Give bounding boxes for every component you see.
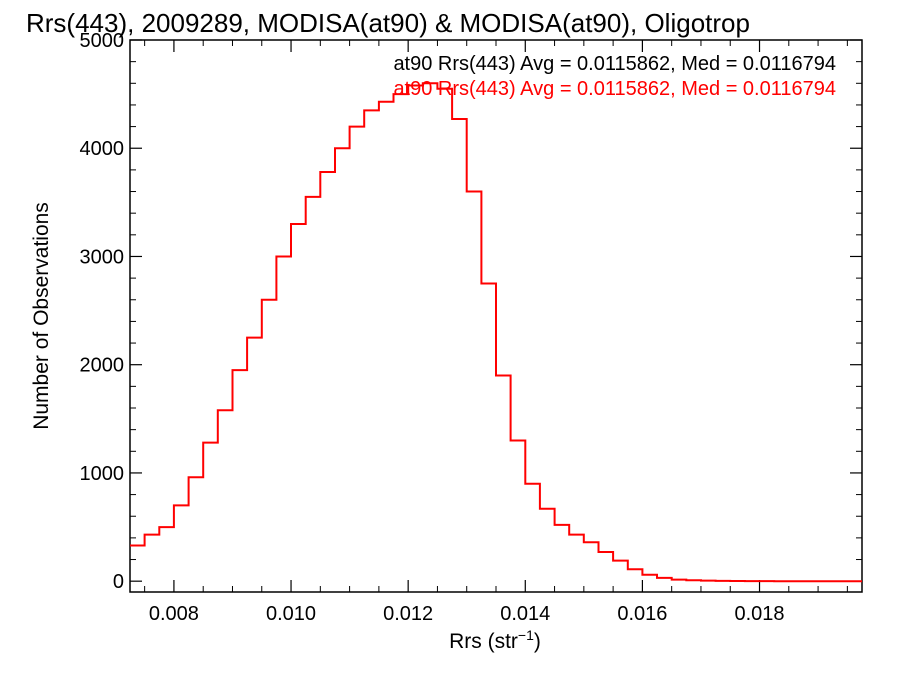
legend-entry-black: at90 Rrs(443) Avg = 0.0115862, Med = 0.0… [393,53,836,75]
series-layer [130,82,862,583]
x-tick-label: 0.016 [617,603,667,625]
x-axis-title: Rrs (str−1) [449,627,541,653]
legend: at90 Rrs(443) Avg = 0.0115862, Med = 0.0… [393,53,836,100]
y-axis-title: Number of Observations [30,202,53,430]
y-tick-label: 2000 [80,355,125,377]
x-tick-label: 0.014 [500,603,550,625]
x-axis: 0.008 0.010 0.012 0.014 0.016 0.018 [144,40,848,625]
x-axis-title-superscript: −1 [518,627,534,643]
legend-entry-red: at90 Rrs(443) Avg = 0.0115862, Med = 0.0… [393,78,836,100]
x-tick-label: 0.008 [149,603,199,625]
y-axis: 0 1000 2000 3000 4000 5000 [80,30,862,593]
chart-title: Rrs(443), 2009289, MODISA(at90) & MODISA… [26,8,750,38]
y-tick-label: 0 [113,571,124,593]
x-tick-label: 0.012 [383,603,433,625]
x-axis-title-close: ) [534,630,541,653]
x-tick-label: 0.018 [734,603,784,625]
y-tick-label: 1000 [80,463,125,485]
x-tick-label: 0.010 [266,603,316,625]
y-tick-label: 5000 [80,30,125,52]
x-axis-title-main: Rrs (str [449,630,518,653]
histogram-series-0 [130,82,862,583]
y-tick-label: 3000 [80,246,125,268]
y-tick-label: 4000 [80,138,125,160]
